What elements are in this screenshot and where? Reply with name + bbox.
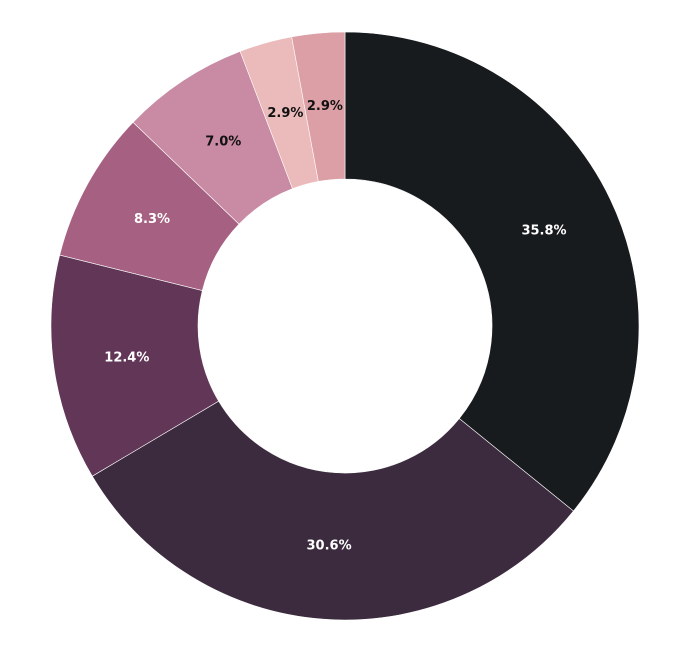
slice-label-4: 8.3% (134, 212, 170, 227)
slice-label-6: 2.9% (267, 106, 303, 121)
slices-layer (50, 31, 640, 621)
slice-label-2: 30.6% (307, 538, 352, 553)
donut-slice-7 (291, 31, 346, 182)
donut-slice-1 (344, 31, 640, 512)
donut-slice-3 (50, 254, 220, 477)
slice-label-3: 12.4% (104, 351, 149, 366)
labels-layer: 35.8% 30.6% 12.4% 8.3% 7.0% 2.9% 2.9% (104, 99, 566, 553)
slice-label-1: 35.8% (521, 224, 566, 239)
donut-slice-2 (91, 400, 574, 621)
slice-label-7: 2.9% (307, 99, 343, 114)
slice-label-5: 7.0% (205, 135, 241, 150)
